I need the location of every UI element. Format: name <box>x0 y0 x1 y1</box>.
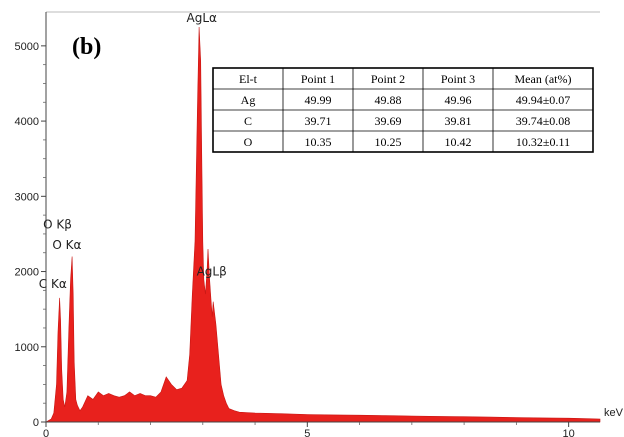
table-cell: 49.96 <box>445 93 472 107</box>
table-cell: 10.42 <box>445 135 472 149</box>
table-header-cell: Point 1 <box>301 72 335 86</box>
peak-label: AgLβ <box>197 264 227 278</box>
table-header-cell: Mean (at%) <box>515 72 572 86</box>
table-cell: 49.94±0.07 <box>516 93 571 107</box>
y-tick-label: 4000 <box>15 116 39 128</box>
table-header-cell: Point 3 <box>441 72 475 86</box>
peak-label: AgLα <box>187 11 218 25</box>
table-cell: 39.74±0.08 <box>516 114 571 128</box>
table-cell: 10.25 <box>375 135 402 149</box>
table-cell: 39.71 <box>305 114 332 128</box>
y-tick-label: 5000 <box>15 41 39 53</box>
y-tick-label: 0 <box>33 417 39 429</box>
table-header-cell: El-t <box>239 72 258 86</box>
panel-label: (b) <box>72 34 101 60</box>
table-cell: Ag <box>241 93 256 107</box>
peak-label: O Kα <box>52 238 81 252</box>
y-tick-label: 2000 <box>15 267 39 279</box>
table-cell: 49.88 <box>375 93 402 107</box>
peak-label: O Kβ <box>43 218 72 232</box>
table-cell: 39.81 <box>445 114 472 128</box>
y-tick-label: 1000 <box>15 342 39 354</box>
spectrum-layer <box>44 26 601 423</box>
composition-table: El-t Point 1 Point 2 Point 3 Mean (at%) Ag 49.… <box>212 67 594 153</box>
peak-label: C Kα <box>39 277 67 291</box>
table-cell: C <box>244 114 252 128</box>
table-cell: 49.99 <box>305 93 332 107</box>
table-cell: 39.69 <box>375 114 402 128</box>
table-cell: 10.32±0.11 <box>516 135 570 149</box>
x-unit-label: keV <box>604 407 624 419</box>
x-tick-label: 5 <box>304 428 310 437</box>
y-tick-label: 3000 <box>15 191 39 203</box>
x-tick-label: 0 <box>43 428 49 437</box>
x-tick-label: 10 <box>563 428 575 437</box>
table-cell: 10.35 <box>305 135 332 149</box>
spectrum-area <box>44 26 601 423</box>
axis-layer: 0 1000 2000 3000 4000 5000 0 5 10 <box>15 12 600 437</box>
peak-label-layer: AgLα O Kβ O Kα C Kα AgLβ <box>39 11 227 291</box>
table-header-cell: Point 2 <box>371 72 405 86</box>
table-cell: O <box>244 135 253 149</box>
